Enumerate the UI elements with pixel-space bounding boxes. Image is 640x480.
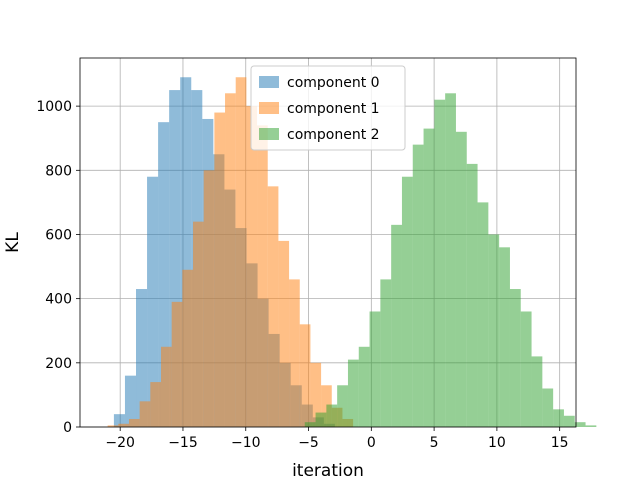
- y-tick-label: 200: [45, 356, 72, 372]
- histogram-bar-component-2: [423, 128, 435, 427]
- histogram-bar-component-2: [412, 144, 424, 428]
- histogram-bar-component-0: [113, 414, 125, 427]
- histogram-bar-component-2: [455, 131, 467, 428]
- histogram-bar-component-1: [171, 301, 183, 427]
- histogram-bar-component-1: [235, 77, 247, 428]
- histogram-bar-component-2: [358, 346, 370, 427]
- histogram-bar-component-1: [182, 269, 194, 427]
- y-tick-label: 600: [45, 227, 72, 243]
- y-tick-label: 800: [45, 163, 72, 179]
- histogram-bar-component-0: [147, 176, 159, 427]
- histogram-bar-component-1: [139, 401, 151, 427]
- histogram-bar-component-2: [520, 311, 532, 427]
- y-axis-title: KL: [3, 232, 23, 253]
- histogram-bar-component-0: [180, 77, 192, 428]
- histogram-bar-component-2: [553, 409, 564, 427]
- histogram-bar-component-0: [169, 90, 181, 427]
- histogram-bar-component-1: [107, 425, 119, 427]
- histogram-bar-component-1: [118, 423, 129, 427]
- x-tick-label: 0: [367, 435, 376, 451]
- legend-label: component 2: [287, 127, 380, 143]
- x-tick-label: −20: [105, 435, 135, 451]
- histogram-bar-component-2: [337, 385, 348, 427]
- histogram-bar-component-2: [391, 224, 402, 427]
- histogram-bar-component-2: [445, 93, 456, 427]
- legend-label: component 1: [287, 101, 380, 117]
- histogram-bar-component-2: [477, 202, 489, 427]
- histogram-bar-component-2: [499, 247, 510, 427]
- histogram-bar-component-2: [542, 388, 554, 427]
- histogram-bar-component-2: [380, 279, 392, 427]
- legend-swatch: [259, 102, 279, 114]
- x-tick-label: 15: [551, 435, 569, 451]
- histogram-bar-component-2: [347, 359, 359, 427]
- histogram-bar-component-1: [267, 186, 279, 427]
- histogram-bar-component-0: [124, 375, 137, 427]
- axis-ticks: −20 −15 −10 −5 0 5 10 15 0 200 400 600 800 1000: [36, 99, 568, 451]
- x-tick-label: −15: [168, 435, 198, 451]
- histogram-bar-component-1: [160, 346, 172, 427]
- histogram-bar-component-1: [289, 279, 300, 427]
- histogram-bar-component-2: [434, 99, 446, 427]
- histogram-bar-component-1: [225, 93, 236, 427]
- x-tick-label: 10: [488, 435, 506, 451]
- histogram-bar-component-1: [214, 112, 226, 428]
- histogram-bar-component-1: [203, 170, 215, 427]
- legend-box: [250, 65, 406, 151]
- histogram-bar-component-1: [257, 125, 268, 428]
- legend-swatch: [259, 128, 279, 140]
- histogram-bar-component-1: [193, 221, 204, 427]
- histogram-bars: [107, 77, 597, 428]
- y-tick-label: 1000: [36, 99, 72, 115]
- histogram-bar-component-2: [488, 234, 500, 427]
- x-axis-title: iteration: [292, 461, 364, 480]
- x-tick-label: 5: [430, 435, 439, 451]
- histogram-bar-component-2: [563, 415, 575, 427]
- histogram-bar-component-2: [304, 422, 316, 427]
- legend-swatch: [259, 76, 279, 88]
- x-tick-label: −10: [231, 435, 261, 451]
- histogram-bar-component-1: [246, 106, 258, 427]
- x-tick-label: −5: [298, 435, 319, 451]
- histogram-bar-component-2: [315, 412, 327, 427]
- histogram-bar-component-2: [531, 356, 543, 427]
- plot-frame: [79, 57, 577, 428]
- histogram-bar-component-2: [401, 176, 413, 427]
- histogram-bar-component-1: [128, 418, 140, 427]
- histogram-bar-component-2: [466, 163, 478, 427]
- y-tick-label: 400: [45, 292, 72, 308]
- legend-label: component 0: [287, 75, 380, 91]
- histogram-bar-component-0: [136, 289, 148, 427]
- histogram-bar-component-2: [585, 425, 597, 427]
- histogram-bar-component-2: [509, 289, 521, 427]
- legend: component 0 component 1 component 2: [250, 65, 406, 151]
- histogram-bar-component-1: [278, 240, 290, 427]
- histogram-bar-component-0: [158, 122, 170, 427]
- histogram-bar-component-2: [369, 311, 381, 427]
- y-tick-label: 0: [63, 420, 72, 436]
- histogram-bar-component-1: [310, 362, 322, 427]
- histogram-bar-component-1: [150, 382, 161, 427]
- histogram-bar-component-2: [574, 422, 586, 427]
- histogram-bar-component-1: [299, 324, 311, 427]
- histogram-bar-component-2: [326, 404, 338, 427]
